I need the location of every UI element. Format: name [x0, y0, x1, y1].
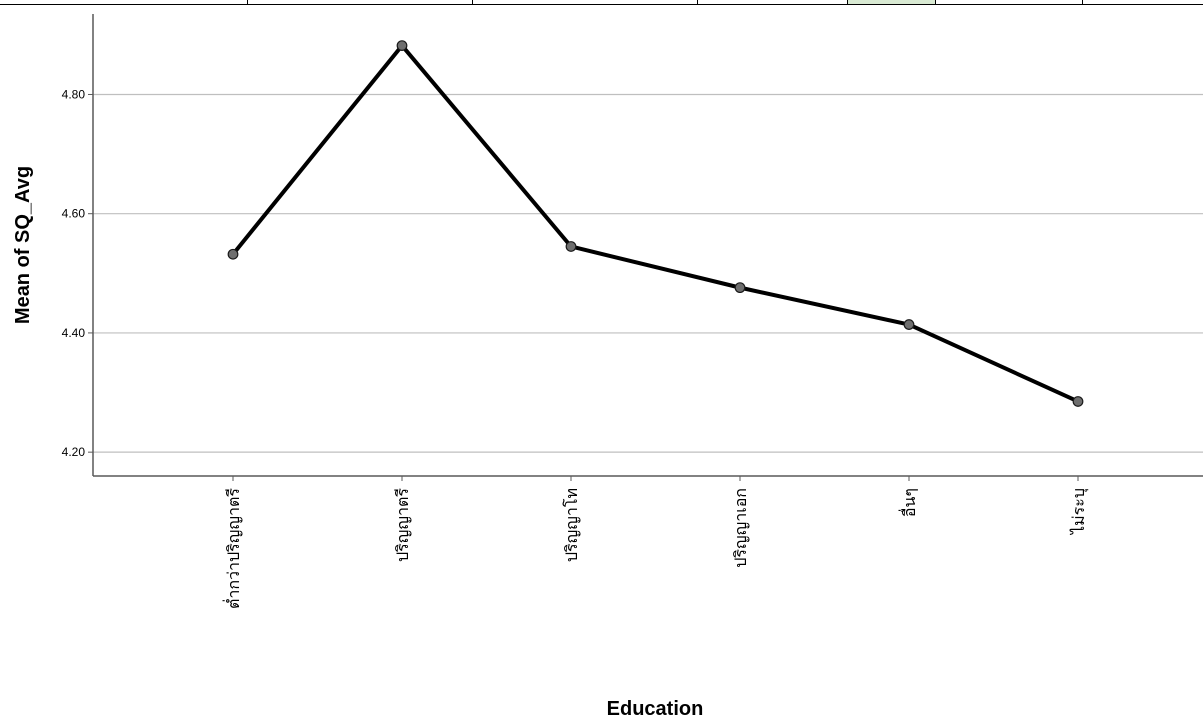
x-tick-label: ปริญญาเอก	[731, 488, 750, 568]
axes	[92, 14, 1203, 477]
data-point-marker	[396, 40, 408, 51]
x-tick-label: ต่ำกว่าปริญญาตรี	[222, 488, 243, 609]
y-axis-title: Mean of SQ_Avg	[12, 166, 34, 324]
grid-lines	[93, 93, 1203, 453]
y-tick-labels: 4.20 4.40 4.60 4.80	[62, 87, 93, 459]
y-tick-label: 4.80	[62, 87, 86, 101]
y-tick-label: 4.60	[62, 207, 86, 221]
data-point-marker	[565, 241, 577, 252]
x-tick-label: อื่นๆ	[898, 488, 919, 517]
x-tick-label: ไม่ระบุ	[1069, 488, 1089, 536]
y-tick-label: 4.40	[62, 326, 86, 340]
strip-cell	[1083, 0, 1203, 5]
x-tick-label: ปริญญาตรี	[393, 488, 412, 562]
y-tick-label: 4.20	[62, 445, 86, 459]
strip-cell	[936, 0, 1083, 5]
x-tick-label: ปริญญาโท	[562, 488, 581, 562]
series-line	[227, 40, 1084, 407]
x-tick-labels: ต่ำกว่าปริญญาตรี ปริญญาตรี ปริญญาโท ปริญญาเ…	[222, 476, 1089, 609]
strip-cell	[473, 0, 698, 5]
data-point-marker	[1072, 396, 1084, 407]
strip-cell	[0, 0, 248, 5]
data-point-marker	[734, 282, 746, 294]
top-table-strip	[0, 0, 1203, 6]
strip-cell	[698, 0, 848, 5]
strip-cell	[248, 0, 473, 5]
x-axis-title: Education	[607, 698, 704, 719]
series-line-path	[231, 43, 1079, 404]
data-point-marker	[903, 319, 915, 330]
strip-cell-highlight	[848, 0, 936, 5]
data-point-marker	[227, 248, 239, 260]
